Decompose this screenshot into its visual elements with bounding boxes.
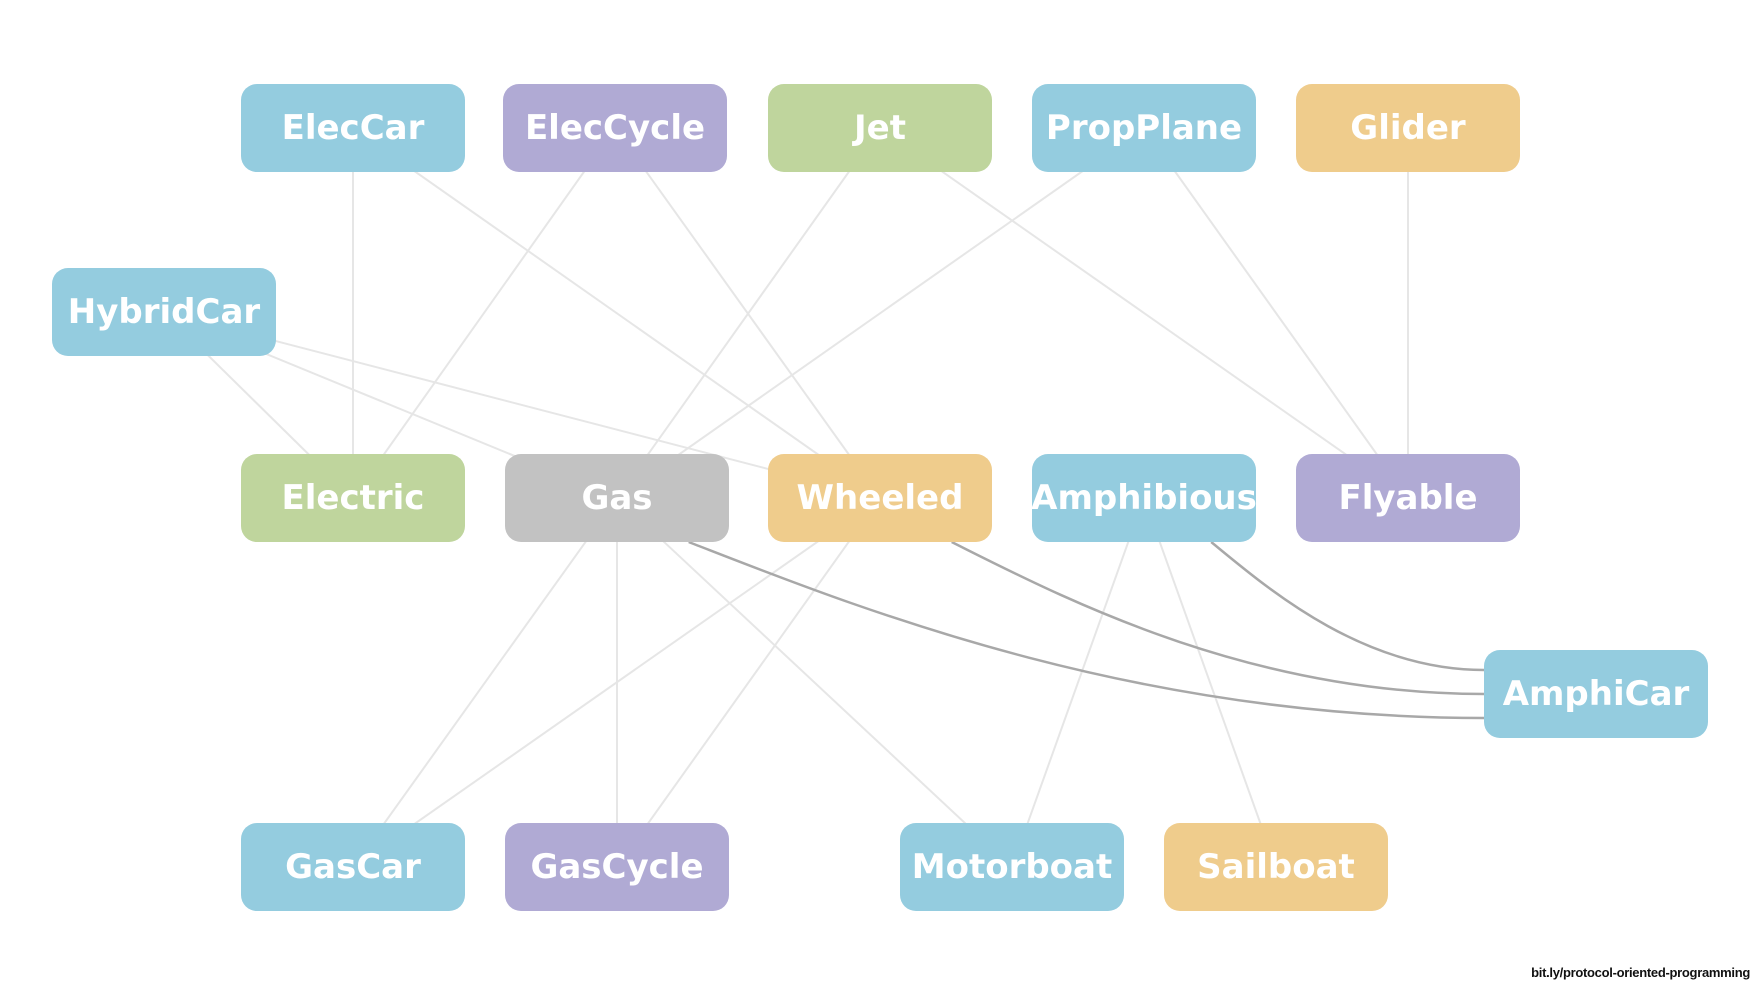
edge-hybridcar-wheeled xyxy=(163,311,881,499)
edge-jet-flyable xyxy=(879,127,1409,499)
node-propplane: PropPlane xyxy=(1032,84,1256,172)
node-motorboat: Motorboat xyxy=(900,823,1124,911)
edge-amphicar-gas xyxy=(688,540,1485,720)
edge-propplane-flyable xyxy=(1143,127,1409,499)
edge-gascar-gas xyxy=(352,497,618,868)
node-hybridcar: HybridCar xyxy=(52,268,276,356)
node-gascycle: GasCycle xyxy=(505,823,729,911)
node-flyable: Flyable xyxy=(1296,454,1520,542)
node-gascar: GasCar xyxy=(241,823,465,911)
node-gas: Gas xyxy=(505,454,729,542)
edge-amphicar-amphibious xyxy=(1210,541,1485,672)
edge-motorboat-amphibious xyxy=(1011,497,1145,868)
node-amphibious: Amphibious xyxy=(1031,454,1257,542)
node-jet: Jet xyxy=(768,84,992,172)
node-sailboat: Sailboat xyxy=(1164,823,1388,911)
source-credit: bit.ly/protocol-oriented-programming xyxy=(1531,965,1750,980)
node-glider: Glider xyxy=(1296,84,1520,172)
edge-gascycle-wheeled xyxy=(616,497,881,868)
edge-amphicar-wheeled xyxy=(951,540,1485,696)
node-amphicar: AmphiCar xyxy=(1484,650,1708,738)
node-eleccar: ElecCar xyxy=(241,84,465,172)
node-electric: Electric xyxy=(241,454,465,542)
edge-sailboat-amphibious xyxy=(1143,497,1277,868)
edge-eleccar-wheeled xyxy=(352,127,881,499)
node-eleccycle: ElecCycle xyxy=(503,84,727,172)
edge-motorboat-gas xyxy=(616,497,1013,868)
edge-jet-gas xyxy=(616,127,881,499)
edge-propplane-gas xyxy=(616,127,1145,499)
edge-eleccycle-electric xyxy=(352,127,616,499)
node-wheeled: Wheeled xyxy=(768,454,992,542)
